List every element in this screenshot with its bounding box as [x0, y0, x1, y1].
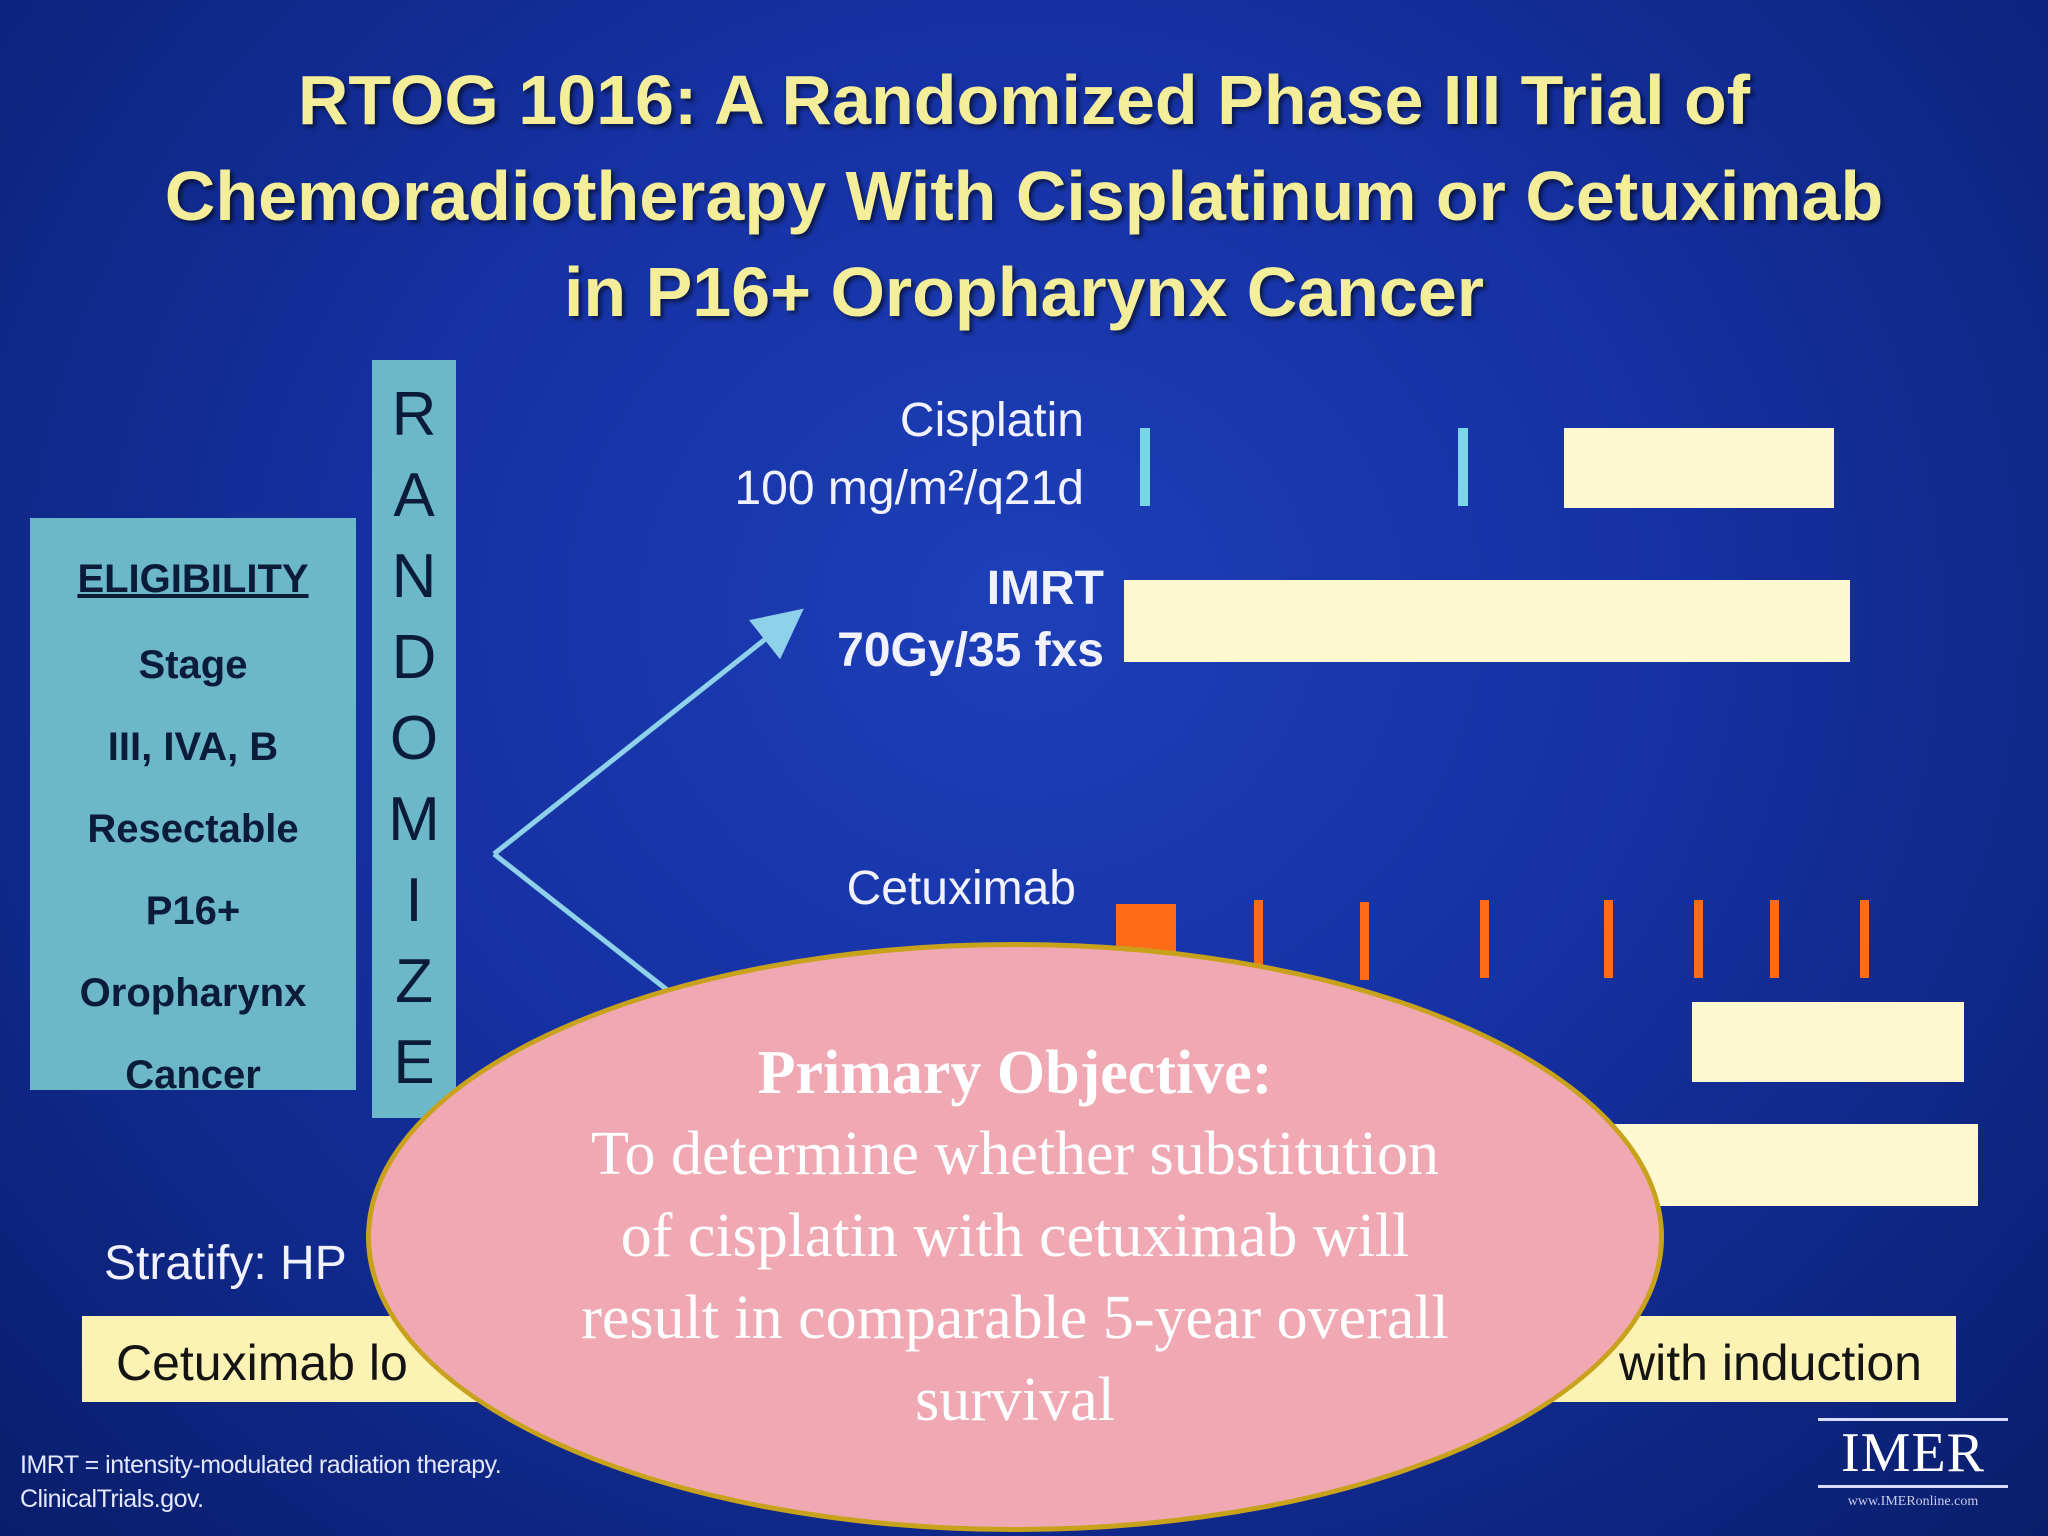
eligibility-line: III, IVA, B [107, 725, 279, 769]
cisplatin-label: Cisplatin 100 mg/m²/q21d [734, 394, 1084, 516]
imrt-name: IMRT [986, 562, 1104, 615]
eligibility-heading: ELIGIBILITY [77, 557, 309, 601]
randomize-letter: D [391, 622, 437, 692]
primary-objective-heading: Primary Objective: [757, 1039, 1273, 1107]
title-line-3: in P16+ Oropharynx Cancer [563, 253, 1485, 331]
imer-logo-text: IMER [1818, 1418, 2008, 1488]
cetuximab-dose-tick [1254, 900, 1263, 978]
eligibility-line: Cancer [125, 1053, 261, 1097]
eligibility-line: Oropharynx [79, 971, 307, 1015]
randomize-letter: N [391, 541, 437, 611]
cetuximab-dose-tick [1360, 902, 1369, 980]
footnote: IMRT = intensity-modulated radiation the… [20, 1448, 502, 1516]
cetuximab-dose-tick [1480, 900, 1489, 978]
stratify-text: Stratify: HP [104, 1237, 347, 1290]
imer-logo: IMER www.IMERonline.com [1818, 1418, 2008, 1514]
eligibility-box: ELIGIBILITY Stage III, IVA, B Resectable… [30, 518, 356, 1097]
cetuximab-dose-tick [1694, 900, 1703, 978]
title-line-2: Chemoradiotherapy With Cisplatinum or Ce… [164, 157, 1884, 235]
primary-objective-oval: Primary Objective: To determine whether … [366, 942, 1664, 1532]
eligibility-line: Resectable [87, 807, 299, 851]
randomize-column: R A N D O M I Z E [372, 360, 456, 1118]
imrt-dose: 70Gy/35 fxs [837, 624, 1104, 677]
primary-objective-body: To determine whether substitution of cis… [581, 1120, 1449, 1434]
footnote-line-2: ClinicalTrials.gov. [20, 1485, 204, 1513]
randomize-letter: A [393, 460, 435, 530]
arrow-to-cisplatin-arm [492, 608, 804, 856]
cetuximab-dose-tick [1604, 900, 1613, 978]
cisplatin-dose: 100 mg/m²/q21d [734, 462, 1084, 515]
cisplatin-dose-tick [1140, 428, 1150, 506]
cisplatin-dose-bar [1564, 428, 1834, 508]
cisplatin-dose-tick [1458, 428, 1468, 506]
randomize-letter: M [388, 785, 440, 855]
eligibility-line: Stage [138, 643, 248, 687]
cetuximab-dose-tick [1860, 900, 1869, 978]
randomize-letter: R [391, 379, 437, 449]
randomize-letter: I [405, 866, 423, 936]
bottom-note-right: with induction [1619, 1335, 1922, 1391]
imrt-bar-cisplatin-arm [1124, 580, 1850, 662]
cetuximab-dose-tick [1770, 900, 1779, 978]
bottom-note-left: Cetuximab lo [116, 1335, 408, 1391]
randomize-letter: E [393, 1028, 435, 1098]
eligibility-line: P16+ [145, 889, 241, 933]
title-line-1: RTOG 1016: A Randomized Phase III Trial … [297, 61, 1751, 139]
slide-title: RTOG 1016: A Randomized Phase III Trial … [20, 52, 2028, 340]
imer-logo-url: www.IMERonline.com [1847, 1494, 1979, 1509]
cetuximab-label: Cetuximab [846, 862, 1076, 915]
cisplatin-drug-name: Cisplatin [899, 394, 1084, 447]
arrow-to-cetuximab-arm [492, 852, 682, 1002]
footnote-line-1: IMRT = intensity-modulated radiation the… [20, 1451, 502, 1479]
randomize-letter: O [389, 703, 439, 773]
imrt-label: IMRT 70Gy/35 fxs [837, 558, 1104, 682]
cetuximab-arm-bar [1692, 1002, 1964, 1082]
randomize-letter: Z [395, 947, 433, 1017]
